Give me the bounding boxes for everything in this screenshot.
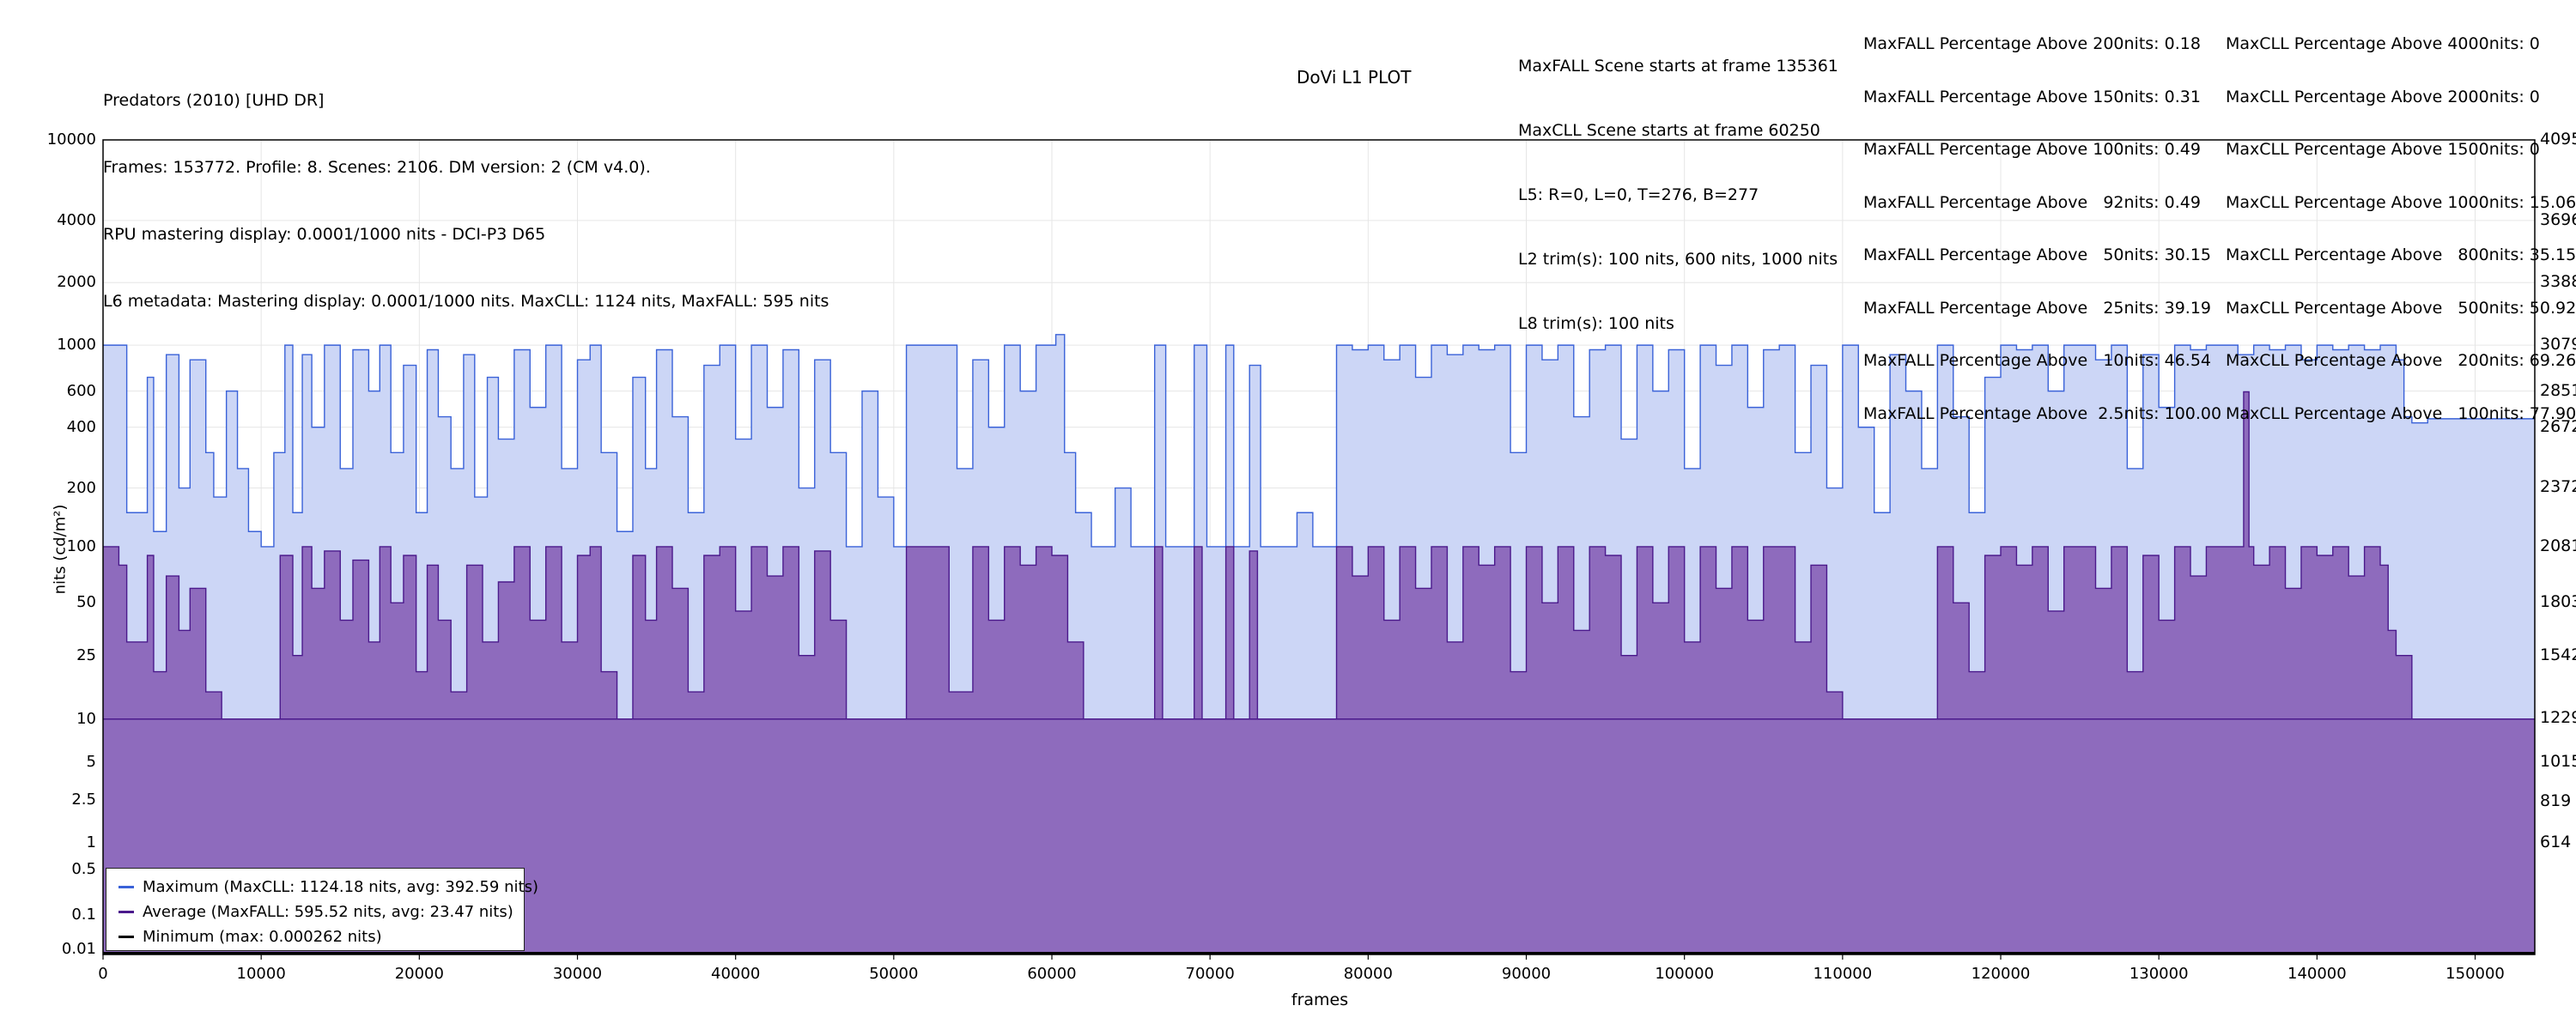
x-tick-label: 80000	[1343, 965, 1393, 983]
maxfall-stats: MaxFALL Percentage Above 200nits: 0.18 M…	[1863, 0, 2221, 440]
x-tick-label: 10000	[236, 965, 286, 983]
right-tick-label: 1803	[2540, 592, 2576, 612]
right-tick-label: 1229	[2540, 708, 2576, 728]
y-tick-label: 0.01	[61, 939, 96, 958]
maxfall-stat: MaxFALL Percentage Above 200nits: 0.18	[1863, 34, 2201, 53]
y-axis-label: nits (cd/m²)	[51, 504, 70, 595]
right-tick-label: 3696	[2540, 209, 2576, 229]
right-tick-label: 3388	[2540, 272, 2576, 292]
maxcll-stat: MaxCLL Percentage Above 500nits: 50.92	[2226, 298, 2576, 318]
x-tick-label: 150000	[2445, 965, 2505, 983]
l6-metadata: L6 metadata: Mastering display: 0.0001/1…	[103, 292, 829, 311]
x-tick-label: 60000	[1027, 965, 1077, 983]
maxcll-stat: MaxCLL Percentage Above 2000nits: 0	[2226, 87, 2540, 106]
maxcll-stats: MaxCLL Percentage Above 4000nits: 0 MaxC…	[2226, 0, 2576, 440]
maxcll-stat: MaxCLL Percentage Above 800nits: 35.15	[2226, 245, 2576, 264]
l2-trims: L2 trim(s): 100 nits, 600 nits, 1000 nit…	[1518, 250, 1838, 269]
maxcll-stat: MaxCLL Percentage Above 200nits: 69.26	[2226, 351, 2576, 370]
x-tick-label: 130000	[2129, 965, 2189, 983]
right-tick-label: 4095	[2540, 130, 2576, 148]
right-tick-label: 3079	[2540, 335, 2576, 354]
legend-swatch-average	[118, 910, 134, 913]
y-tick-label: 5	[86, 752, 96, 771]
x-tick-label: 70000	[1185, 965, 1235, 983]
legend-swatch-minimum	[118, 935, 134, 938]
legend-label-average: Average (MaxFALL: 595.52 nits, avg: 23.4…	[143, 902, 513, 921]
right-tick-label: 1015	[2540, 751, 2576, 771]
y-tick-label: 1000	[57, 336, 96, 354]
maxfall-stat: MaxFALL Percentage Above 2.5nits: 100.00	[1863, 403, 2222, 423]
legend-item-average: Average (MaxFALL: 595.52 nits, avg: 23.4…	[118, 900, 513, 923]
legend-item-minimum: Minimum (max: 0.000262 nits)	[118, 925, 382, 948]
maxfall-stat: MaxFALL Percentage Above 10nits: 46.54	[1863, 351, 2212, 370]
y-tick-label: 4000	[57, 210, 96, 229]
x-tick-label: 100000	[1655, 965, 1715, 983]
maximum-line	[103, 334, 2535, 548]
y-tick-label: 200	[66, 478, 96, 497]
y-tick-label: 600	[66, 381, 96, 400]
x-tick-label: 30000	[552, 965, 603, 983]
legend-swatch-maximum	[118, 885, 134, 888]
right-tick-label: 2851	[2540, 380, 2576, 400]
maxfall-stat: MaxFALL Percentage Above 92nits: 0.49	[1863, 192, 2201, 212]
maxcll-stat: MaxCLL Percentage Above 1000nits: 15.06	[2226, 192, 2576, 212]
x-tick-label: 50000	[869, 965, 919, 983]
right-tick-label: 614	[2540, 833, 2572, 852]
maxcll-scene: MaxCLL Scene starts at frame 60250	[1518, 121, 1820, 140]
y-tick-label: 10	[76, 709, 96, 728]
y-tick-label: 2.5	[71, 791, 96, 809]
rpu-mastering-display: RPU mastering display: 0.0001/1000 nits …	[103, 225, 546, 244]
scene-info: MaxFALL Scene starts at frame 135361 Max…	[1518, 13, 1838, 356]
maxfall-stat: MaxFALL Percentage Above 50nits: 30.15	[1863, 245, 2212, 264]
maxfall-stat: MaxFALL Percentage Above 150nits: 0.31	[1863, 87, 2201, 106]
x-tick-label: 40000	[711, 965, 761, 983]
frame-info: Frames: 153772. Profile: 8. Scenes: 2106…	[103, 158, 651, 177]
l5-metadata: L5: R=0, L=0, T=276, B=277	[1518, 185, 1759, 204]
y-tick-label: 0.1	[71, 906, 96, 924]
maxcll-stat: MaxCLL Percentage Above 1500nits: 0	[2226, 140, 2540, 159]
x-tick-label: 0	[98, 965, 108, 983]
y-tick-label: 25	[76, 645, 96, 664]
legend-label-minimum: Minimum (max: 0.000262 nits)	[143, 927, 382, 946]
y-tick-label: 10000	[46, 130, 96, 148]
x-tick-label: 140000	[2287, 965, 2347, 983]
x-tick-label: 20000	[394, 965, 444, 983]
average-area	[103, 391, 2535, 719]
x-axis-label: frames	[1291, 991, 1349, 1009]
right-tick-label: 819	[2540, 791, 2572, 810]
legend-item-maximum: Maximum (MaxCLL: 1124.18 nits, avg: 392.…	[118, 876, 538, 898]
legend-label-maximum: Maximum (MaxCLL: 1124.18 nits, avg: 392.…	[143, 877, 538, 896]
right-tick-label: 1542	[2540, 645, 2576, 664]
x-tick-label: 90000	[1501, 965, 1552, 983]
maximum-area	[103, 334, 2535, 547]
maxfall-scene: MaxFALL Scene starts at frame 135361	[1518, 57, 1838, 76]
file-info: Predators (2010) [UHD DR] Frames: 153772…	[103, 45, 829, 335]
l8-trims: L8 trim(s): 100 nits	[1518, 314, 1674, 333]
maxcll-stat: MaxCLL Percentage Above 100nits: 77.90	[2226, 403, 2576, 423]
y-tick-label: 1	[86, 833, 96, 852]
maxfall-stat: MaxFALL Percentage Above 100nits: 0.49	[1863, 140, 2201, 159]
y-tick-label: 400	[66, 417, 96, 436]
plot-area-border	[102, 139, 2536, 955]
x-tick-label: 110000	[1813, 965, 1873, 983]
plot-title: DoVi L1 PLOT	[1297, 67, 1412, 88]
y-tick-label: 2000	[57, 273, 96, 292]
chart-legend: Maximum (MaxCLL: 1124.18 nits, avg: 392.…	[106, 868, 538, 951]
file-title: Predators (2010) [UHD DR]	[103, 91, 325, 110]
maxcll-stat: MaxCLL Percentage Above 4000nits: 0	[2226, 34, 2540, 53]
x-tick-label: 120000	[1971, 965, 2031, 983]
y-tick-label: 0.5	[71, 860, 96, 879]
y-tick-label: 50	[76, 593, 96, 612]
maxfall-stat: MaxFALL Percentage Above 25nits: 39.19	[1863, 298, 2212, 318]
y-tick-label: 100	[66, 536, 96, 555]
